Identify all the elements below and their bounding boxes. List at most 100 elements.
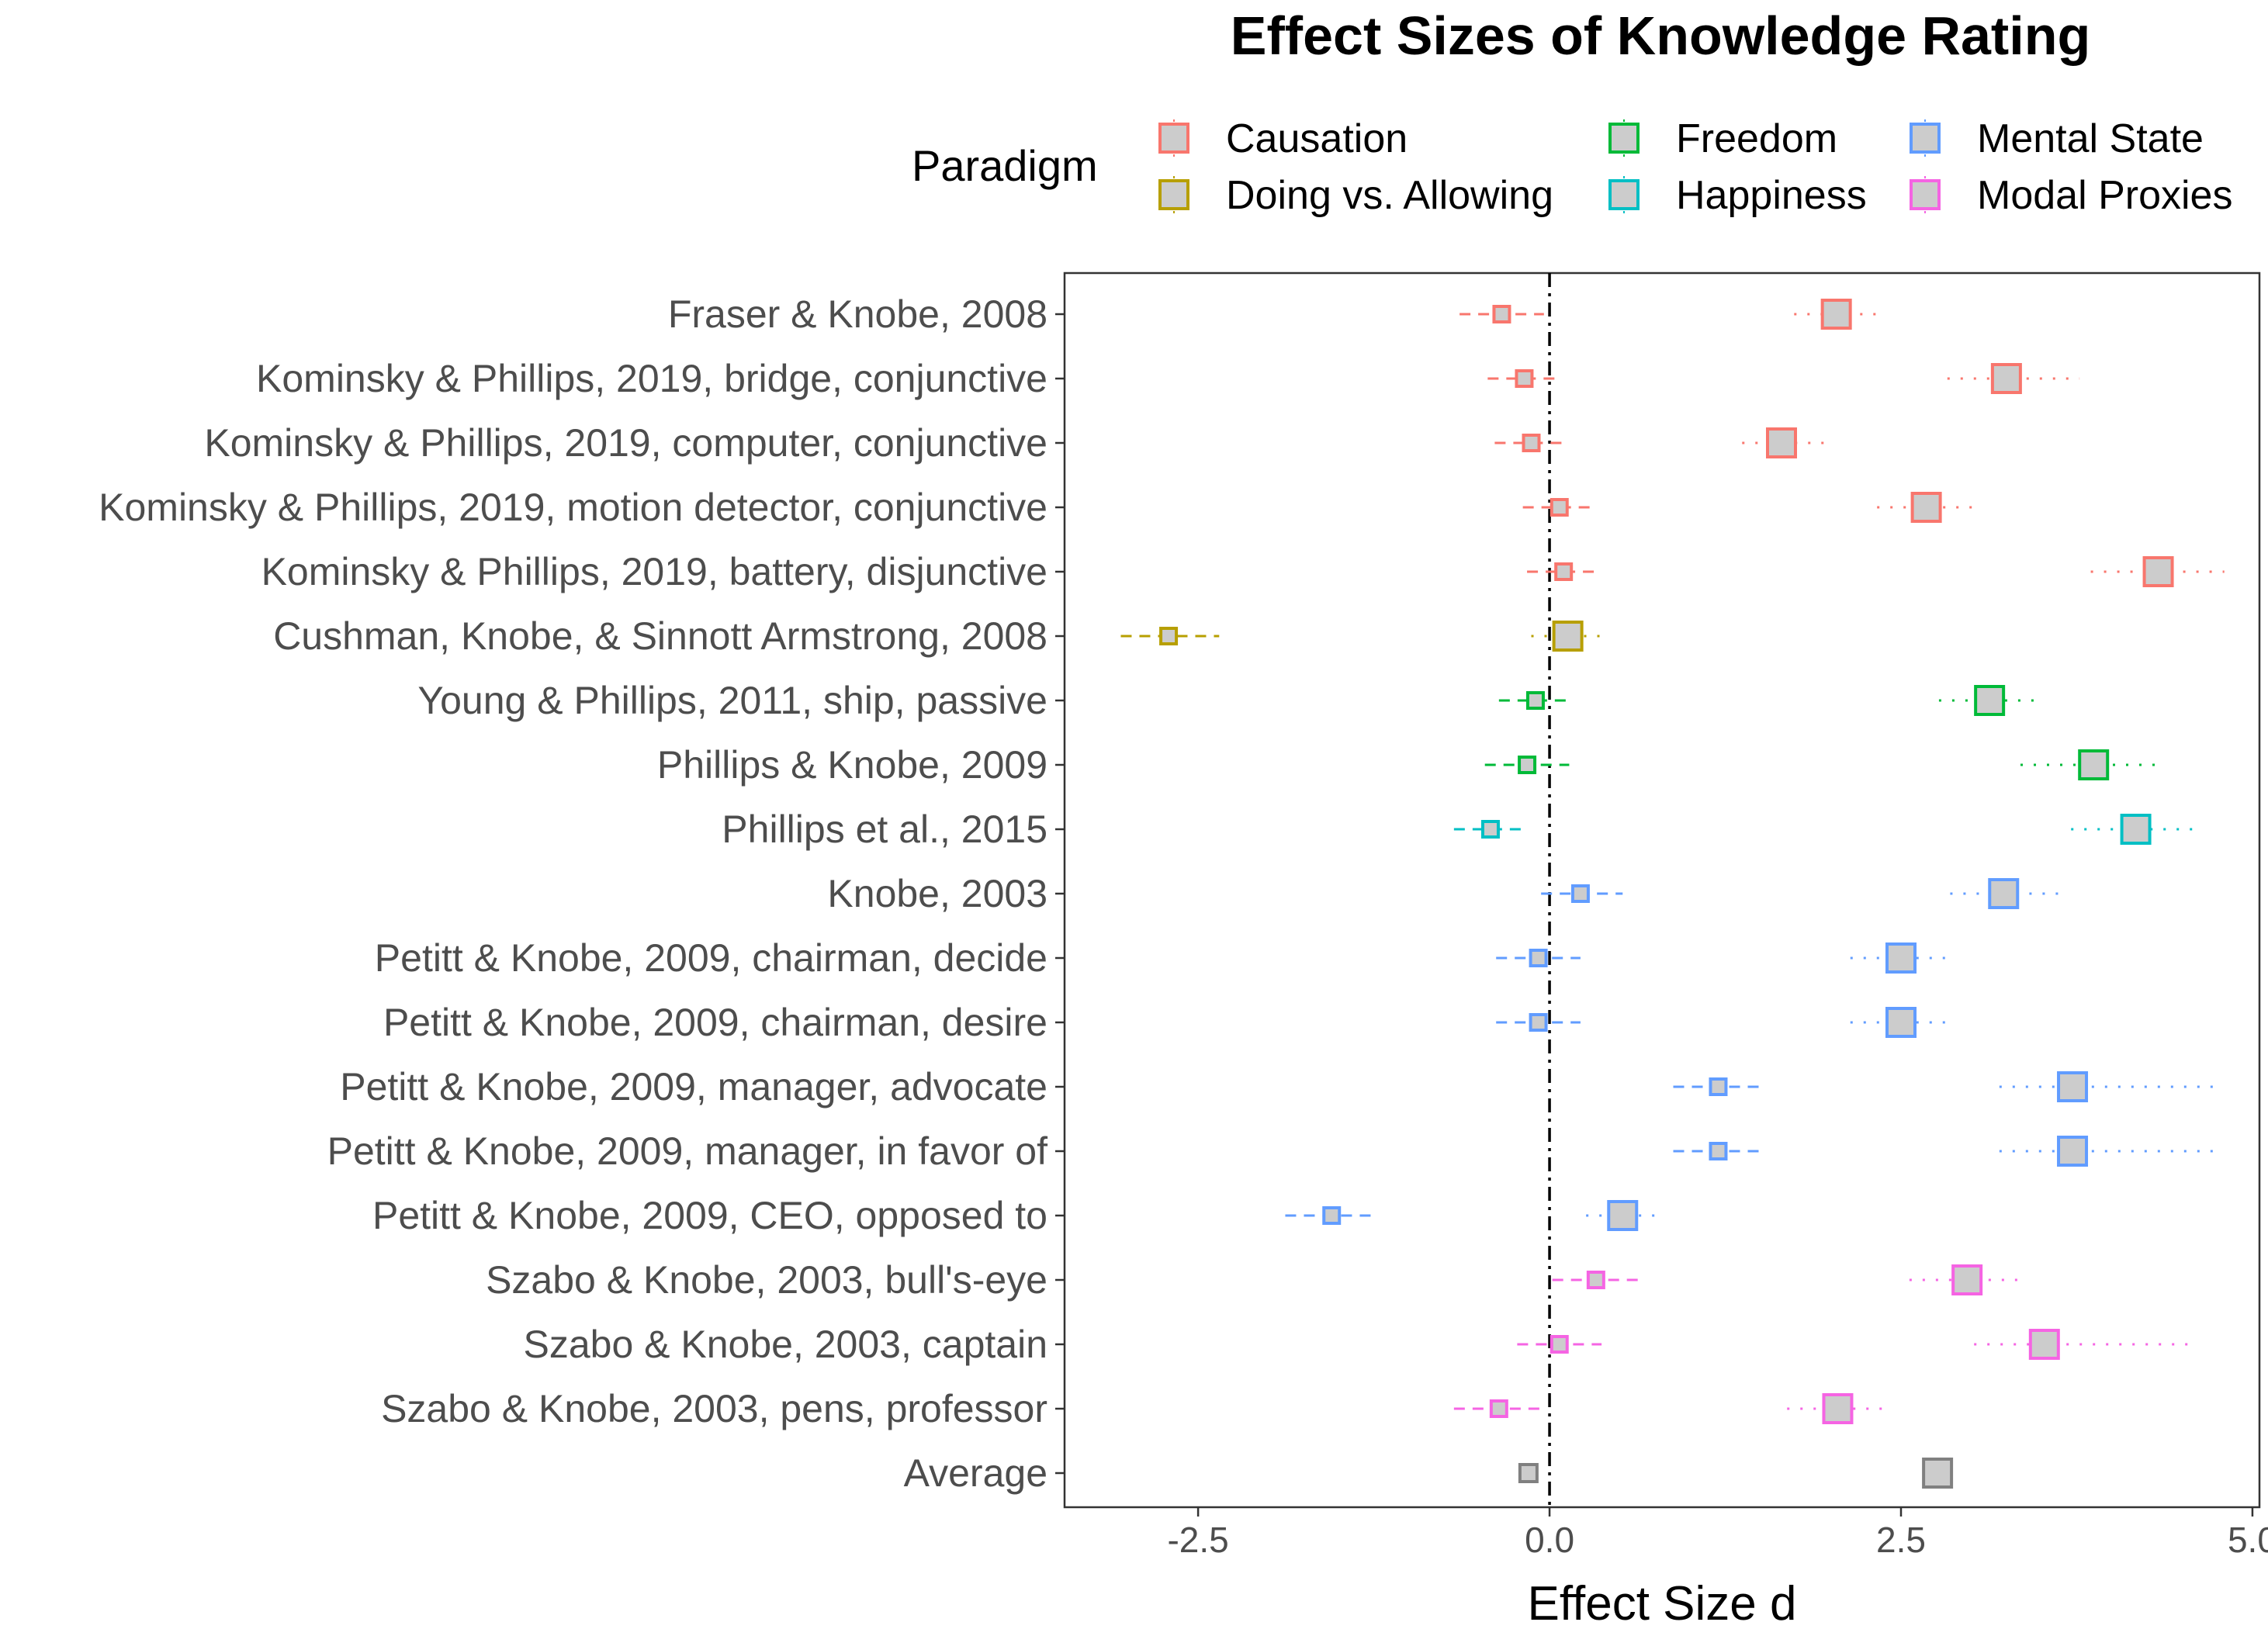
point-small xyxy=(1550,498,1569,517)
point-small xyxy=(1586,1271,1605,1289)
x-tick-label: 5.0 xyxy=(2228,1520,2268,1560)
point-large xyxy=(2057,1136,2089,1167)
y-tick-label: Szabo & Knobe, 2003, pens, professor xyxy=(381,1387,1047,1430)
y-tick-label: Average xyxy=(904,1451,1047,1495)
legend-key-square xyxy=(1158,179,1189,210)
y-tick-label: Kominsky & Phillips, 2019, battery, disj… xyxy=(261,550,1047,593)
data-row xyxy=(1541,878,2063,909)
data-row xyxy=(1518,1458,1954,1489)
legend-entry: Mental State xyxy=(1910,116,2204,161)
point-large xyxy=(2120,814,2152,845)
point-large xyxy=(1885,1007,1917,1038)
point-small xyxy=(1518,756,1537,774)
y-tick-label: Young & Phillips, 2011, ship, passive xyxy=(417,679,1047,722)
y-tick-label: Kominsky & Phillips, 2019, motion detect… xyxy=(99,486,1047,529)
point-small xyxy=(1480,820,1500,839)
legend-entry: Modal Proxies xyxy=(1910,173,2232,218)
y-tick-label: Petitt & Knobe, 2009, CEO, opposed to xyxy=(372,1194,1047,1237)
point-large xyxy=(1910,492,1942,523)
point-large xyxy=(1990,363,2022,394)
y-tick-label: Szabo & Knobe, 2003, bull's-eye xyxy=(486,1258,1047,1302)
point-small xyxy=(1518,1463,1539,1483)
data-row xyxy=(1498,685,2043,716)
point-large xyxy=(1974,685,2006,716)
point-small xyxy=(1525,691,1545,710)
y-tick-label: Petitt & Knobe, 2009, manager, advocate xyxy=(340,1065,1047,1108)
legend-entry: Doing vs. Allowing xyxy=(1158,173,1553,218)
data-row xyxy=(1673,1071,2219,1102)
legend-label: Mental State xyxy=(1977,116,2204,161)
point-large xyxy=(1885,942,1917,974)
y-tick-label: Cushman, Knobe, & Sinnott Armstrong, 200… xyxy=(273,614,1047,658)
point-small xyxy=(1529,949,1548,967)
data-row xyxy=(1494,427,1824,458)
data-row xyxy=(1453,814,2200,845)
point-large xyxy=(1820,299,1852,330)
legend: Paradigm Causation Doing vs. Allowing Free… xyxy=(912,116,2232,218)
point-small xyxy=(1522,434,1541,452)
data-row xyxy=(1120,621,1605,652)
point-large xyxy=(1922,1458,1954,1489)
y-tick-label: Petitt & Knobe, 2009, chairman, decide xyxy=(375,936,1047,980)
point-small xyxy=(1554,562,1574,581)
point-small xyxy=(1529,1013,1548,1032)
point-small xyxy=(1570,884,1590,903)
y-tick-label: Phillips et al., 2015 xyxy=(722,808,1047,851)
data-row xyxy=(1552,1264,2027,1295)
legend-entry: Causation xyxy=(1158,116,1408,161)
point-large xyxy=(1766,427,1797,458)
point-large xyxy=(1607,1200,1639,1231)
data-row xyxy=(1517,1329,2197,1360)
legend-label: Causation xyxy=(1226,116,1408,161)
legend-key-square xyxy=(1158,123,1189,154)
y-tick-label: Phillips & Knobe, 2009 xyxy=(657,743,1047,787)
x-tick-label: 2.5 xyxy=(1876,1520,1926,1560)
data-row xyxy=(1527,556,2225,587)
point-small xyxy=(1515,369,1534,388)
point-small xyxy=(1709,1077,1728,1096)
legend-label: Doing vs. Allowing xyxy=(1226,173,1553,218)
point-large xyxy=(2078,749,2110,780)
y-tick-label: Knobe, 2003 xyxy=(827,872,1047,915)
data-row xyxy=(1673,1136,2219,1167)
legend-key-square xyxy=(1910,179,1941,210)
point-large xyxy=(1822,1393,1854,1424)
data-row xyxy=(1484,749,2164,780)
point-small xyxy=(1709,1142,1728,1160)
legend-title: Paradigm xyxy=(912,141,1098,190)
data-row xyxy=(1487,363,2080,394)
x-tick-label: 0.0 xyxy=(1525,1520,1574,1560)
point-large xyxy=(2028,1329,2060,1360)
chart-title: Effect Sizes of Knowledge Rating xyxy=(1231,5,2090,66)
point-small xyxy=(1492,305,1511,323)
point-large xyxy=(1988,878,2020,909)
data-row xyxy=(1496,942,1955,974)
legend-key-square xyxy=(1910,123,1941,154)
legend-label: Happiness xyxy=(1676,173,1867,218)
data-row xyxy=(1285,1200,1662,1231)
point-large xyxy=(1552,621,1584,652)
point-small xyxy=(1489,1399,1508,1418)
point-large xyxy=(2057,1071,2089,1102)
point-large xyxy=(1951,1264,1983,1295)
y-tick-label: Petitt & Knobe, 2009, chairman, desire xyxy=(383,1001,1047,1044)
data-row xyxy=(1496,1007,1955,1038)
x-axis-label: Effect Size d xyxy=(1528,1577,1797,1629)
y-tick-label: Fraser & Knobe, 2008 xyxy=(668,292,1047,336)
legend-key-square xyxy=(1608,179,1640,210)
legend-entry: Freedom xyxy=(1608,116,1837,161)
point-small xyxy=(1550,1335,1569,1354)
point-small xyxy=(1322,1206,1342,1225)
legend-label: Modal Proxies xyxy=(1977,173,2232,218)
y-tick-label: Szabo & Knobe, 2003, captain xyxy=(523,1323,1047,1366)
point-large xyxy=(2142,556,2174,587)
y-tick-label: Kominsky & Phillips, 2019, computer, con… xyxy=(204,421,1047,465)
legend-key-square xyxy=(1608,123,1640,154)
point-small xyxy=(1159,627,1179,645)
x-tick-label: -2.5 xyxy=(1167,1520,1228,1560)
y-tick-label: Kominsky & Phillips, 2019, bridge, conju… xyxy=(256,357,1047,400)
data-row xyxy=(1453,1393,1892,1424)
legend-entry: Happiness xyxy=(1608,173,1867,218)
y-tick-label: Petitt & Knobe, 2009, manager, in favor … xyxy=(327,1129,1047,1173)
